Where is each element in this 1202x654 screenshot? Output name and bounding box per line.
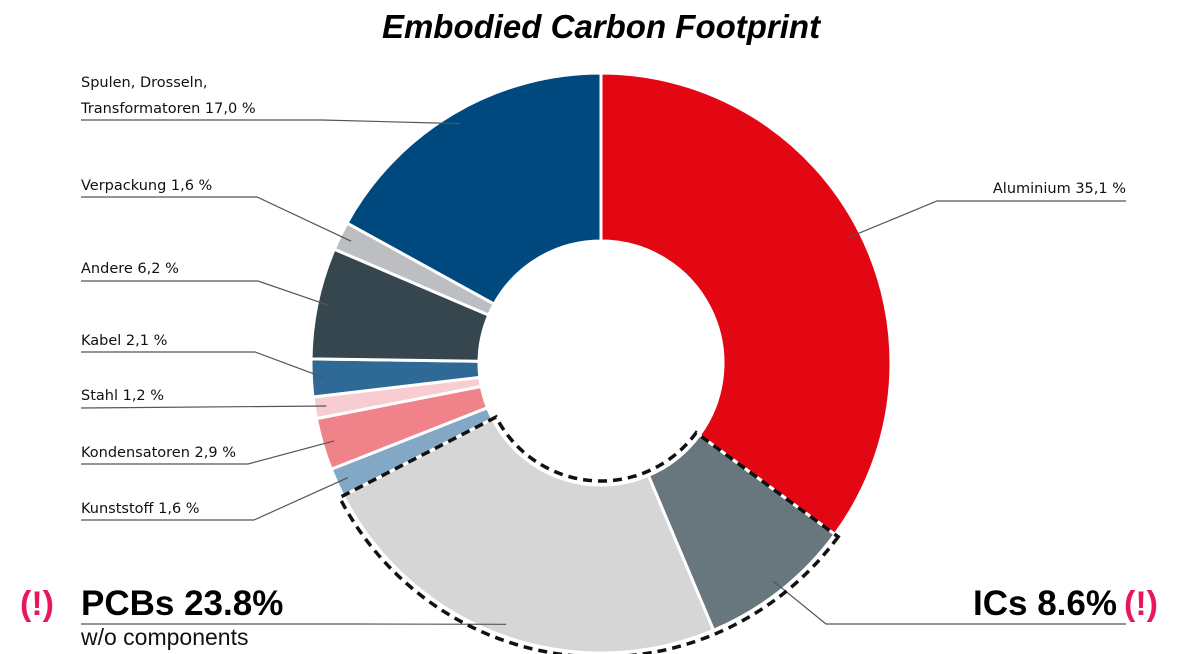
leader-line [772,580,1126,625]
label-stahl: Stahl 1,2 % [81,388,164,404]
leader-line [81,280,330,306]
label-verpackung: Verpackung 1,6 % [81,178,212,194]
leader-line [848,200,1126,238]
label-pcbs-subtext: w/o components [80,624,248,650]
label-kabel: Kabel 2,1 % [81,333,167,349]
label-spulen-line1: Spulen, Drosseln, [81,75,208,91]
label-ics: ICs 8.6% [973,584,1117,623]
slice-aluminium [599,71,893,537]
label-spulen-line2: Transformatoren 17,0 % [80,101,256,117]
chart-title: Embodied Carbon Footprint [382,8,822,45]
leader-line [80,405,327,409]
leader-line [81,351,324,378]
label-kunststoff: Kunststoff 1,6 % [81,501,200,517]
leader-lines [80,119,1126,625]
donut-slices [309,71,893,654]
warning-marker-ics: (!) [1124,585,1158,623]
leader-line [81,440,335,465]
label-andere: Andere 6,2 % [81,261,179,277]
highlight-dashed-outline [337,414,841,654]
slice-pcbs [341,416,716,654]
leader-line [81,477,349,521]
slice-spulen [344,71,603,307]
warning-marker-pcbs: (!) [20,585,54,623]
leader-line [81,119,460,125]
label-aluminium: Aluminium 35,1 % [993,181,1126,197]
label-kondensatoren: Kondensatoren 2,9 % [81,445,236,461]
leader-line [81,196,352,242]
label-pcbs: PCBs 23.8% [81,584,283,623]
